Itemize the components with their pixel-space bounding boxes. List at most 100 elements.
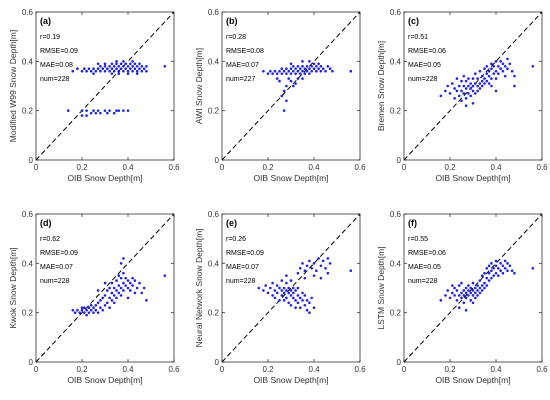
data-point (103, 109, 107, 112)
x-tick-label: 0.6 (536, 365, 548, 374)
data-point (94, 69, 98, 73)
data-point (490, 269, 493, 273)
identity-line (35, 11, 175, 161)
data-point (106, 111, 109, 115)
data-point (317, 62, 320, 66)
data-point (280, 289, 284, 292)
data-point (99, 299, 102, 302)
data-point (89, 303, 93, 307)
data-point (294, 289, 297, 292)
data-point (280, 72, 284, 75)
data-point (108, 109, 111, 112)
data-point (294, 72, 297, 75)
data-point (312, 62, 316, 66)
data-point (460, 291, 463, 295)
data-point (108, 306, 111, 310)
stat-line: MAE=0.07 (226, 264, 259, 271)
stat-line: r=0.51 (408, 34, 428, 41)
scatter-panel: 0 0.2 0.4 0.6 0 0.2 0.4 0.6 OIB Snow Depth[m] Mod… (8, 8, 180, 183)
data-point (501, 62, 505, 66)
data-point (513, 84, 516, 88)
data-point (471, 101, 475, 105)
data-point (142, 67, 146, 71)
data-point (457, 306, 461, 310)
x-axis-label: OIB Snow Depth[m] (435, 173, 510, 183)
data-point (124, 62, 127, 66)
data-point (287, 301, 291, 305)
data-point (145, 64, 148, 68)
data-point (301, 64, 304, 68)
data-point (285, 281, 288, 285)
data-point (444, 294, 447, 297)
x-axis-label: OIB Snow Depth[m] (67, 173, 142, 183)
data-point (464, 97, 468, 100)
data-point (478, 82, 482, 85)
data-point (326, 257, 330, 260)
data-point (119, 67, 123, 71)
data-point (76, 308, 79, 312)
stat-line: r=0.28 (226, 34, 246, 41)
data-point (508, 62, 512, 66)
data-point (301, 60, 304, 63)
data-point (444, 89, 447, 93)
data-point (126, 72, 130, 75)
data-point (96, 62, 100, 66)
data-point (126, 296, 130, 300)
y-tick-label: 0.2 (22, 309, 34, 318)
y-tick-label: 0.6 (208, 210, 220, 219)
x-tick-label: 0.2 (444, 365, 456, 374)
data-point (296, 64, 300, 68)
data-point (455, 77, 459, 80)
data-point (305, 308, 309, 312)
data-point (308, 60, 311, 63)
data-point (462, 301, 466, 305)
data-point (476, 89, 479, 93)
data-point (499, 67, 502, 71)
data-point (99, 64, 102, 68)
data-point (80, 109, 84, 112)
data-point (133, 291, 137, 295)
x-axis-label: OIB Snow Depth[m] (435, 375, 510, 385)
data-point (464, 291, 468, 295)
data-point (294, 82, 297, 85)
data-point (506, 269, 509, 273)
x-tick-label: 0.2 (262, 365, 274, 374)
data-point (296, 271, 300, 275)
y-tick-label: 0.6 (22, 210, 34, 219)
data-point (266, 72, 270, 75)
data-point (131, 64, 134, 68)
data-point (83, 311, 86, 314)
data-point (292, 84, 295, 88)
data-point (122, 281, 125, 285)
data-point (292, 296, 295, 300)
data-point (126, 286, 130, 290)
data-point (483, 77, 486, 80)
data-point (101, 67, 104, 71)
data-point (319, 69, 323, 73)
data-point (108, 69, 111, 73)
data-point (101, 296, 104, 300)
data-point (506, 57, 509, 61)
data-point (328, 262, 332, 265)
data-point (117, 291, 121, 295)
data-point (497, 266, 500, 270)
x-tick-label: 0.6 (536, 163, 548, 172)
data-point (296, 286, 300, 290)
data-point (257, 286, 261, 290)
data-point (117, 72, 121, 75)
data-point (296, 77, 300, 80)
data-point (474, 82, 477, 85)
data-point (292, 286, 295, 290)
identity-line (403, 11, 543, 161)
data-point (103, 294, 107, 297)
data-point (462, 294, 466, 297)
y-tick-label: 0.4 (22, 57, 34, 66)
data-point (319, 264, 323, 268)
data-point (483, 286, 486, 290)
data-point (446, 289, 450, 292)
data-point (321, 259, 325, 263)
data-point (490, 67, 493, 71)
data-point (439, 94, 443, 98)
x-tick-label: 0 (34, 365, 39, 374)
